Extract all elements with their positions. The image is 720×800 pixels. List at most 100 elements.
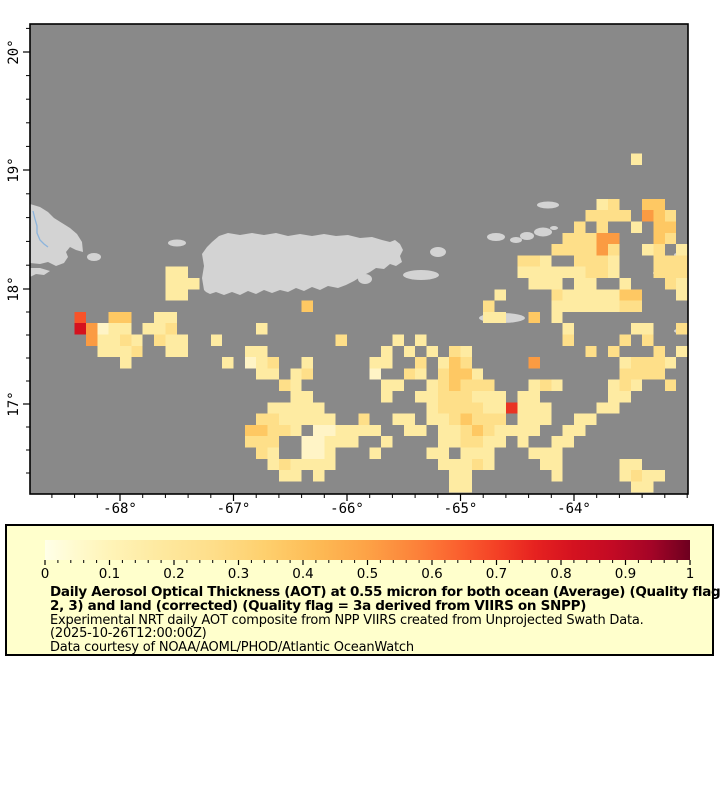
colorbar-tick-label: 0.3	[228, 566, 249, 582]
aot-cell	[551, 447, 563, 459]
aot-cell	[278, 379, 291, 391]
aot-cell	[562, 266, 574, 278]
aot-cell	[256, 447, 268, 459]
aot-cell	[630, 323, 643, 335]
aot-cell	[312, 413, 325, 425]
aot-cell	[278, 402, 291, 414]
aot-cell	[551, 458, 563, 471]
colorbar-tick-label: 0.9	[615, 566, 636, 582]
aot-cell	[267, 413, 279, 425]
aot-cell	[335, 436, 347, 448]
aot-cell	[664, 379, 677, 391]
aot-cell	[426, 413, 438, 425]
aot-cell	[539, 266, 552, 278]
aot-cell	[256, 424, 268, 437]
lon-axis-label: -66°	[330, 501, 364, 517]
aot-cell	[517, 424, 529, 437]
aot-cell	[437, 357, 450, 369]
aot-cell	[483, 424, 495, 437]
aot-cell	[596, 300, 609, 312]
aot-cell	[369, 357, 382, 369]
hispaniola-peninsula	[30, 268, 50, 277]
aot-cell	[97, 334, 109, 346]
aot-cell	[426, 391, 438, 403]
aot-cell	[165, 345, 177, 358]
aot-cell	[562, 424, 574, 437]
colorbar-tick-label: 0.5	[357, 566, 378, 582]
aot-cell	[483, 436, 495, 448]
colorbar-tick-label: 1	[686, 566, 695, 582]
aot-cell	[483, 402, 495, 414]
aot-cell	[403, 413, 416, 425]
aot-cell	[449, 368, 461, 380]
aot-cell	[528, 266, 540, 278]
small-island	[537, 201, 559, 209]
aot-cell	[154, 311, 166, 324]
aot-cell	[585, 289, 597, 301]
aot-cell	[437, 402, 450, 414]
aot-cell	[97, 345, 109, 358]
aot-cell	[642, 210, 654, 222]
aot-cell	[392, 413, 404, 425]
aot-cell	[585, 413, 597, 425]
aot-cell	[608, 255, 620, 267]
aot-cell	[596, 210, 609, 222]
puerto-rico-island	[202, 233, 403, 295]
aot-cell	[630, 357, 643, 369]
aot-cell	[528, 402, 540, 414]
aot-cell	[483, 311, 495, 324]
lon-axis-label: -67°	[217, 501, 251, 517]
aot-cell	[165, 311, 177, 324]
aot-cell	[528, 447, 540, 459]
map-area	[30, 24, 688, 494]
aot-cell	[653, 232, 665, 245]
small-island	[168, 239, 186, 247]
aot-cell	[539, 447, 552, 459]
colorbar	[45, 540, 690, 560]
aot-cell	[369, 424, 382, 437]
small-island	[510, 237, 522, 243]
aot-cell	[630, 379, 643, 391]
aot-cell	[471, 368, 484, 380]
aot-cell	[596, 289, 609, 301]
aot-cell	[449, 458, 461, 471]
aot-cell	[267, 402, 279, 414]
aot-cell	[165, 266, 177, 278]
aot-cell	[574, 300, 586, 312]
aot-cell	[483, 379, 495, 391]
aot-cell	[437, 424, 450, 437]
aot-cell	[460, 436, 472, 448]
aot-cell	[290, 424, 302, 437]
aot-cell	[437, 447, 450, 459]
aot-cell	[630, 221, 643, 233]
aot-cell	[256, 368, 268, 380]
lon-axis-label: -68°	[103, 501, 137, 517]
aot-cell	[210, 334, 223, 346]
aot-cell	[335, 424, 347, 437]
river-line	[32, 210, 49, 248]
aot-cell	[619, 470, 631, 482]
lat-axis-label: 20°	[6, 39, 22, 64]
small-island	[430, 247, 446, 257]
aot-cell	[585, 300, 597, 312]
aot-cell	[630, 470, 643, 482]
aot-cell	[619, 357, 631, 369]
aot-cell	[222, 357, 234, 369]
aot-cell	[290, 413, 302, 425]
aot-cell	[551, 289, 563, 301]
aot-cell	[392, 379, 404, 391]
aot-cell	[278, 413, 291, 425]
aot-cell	[664, 266, 677, 278]
aot-cell	[664, 221, 677, 233]
aot-cell	[653, 255, 665, 267]
aot-cell	[608, 379, 620, 391]
aot-cell	[460, 357, 472, 369]
aot-cell	[653, 357, 665, 369]
aot-cell	[403, 345, 416, 358]
aot-cell	[653, 266, 665, 278]
aot-cell	[244, 436, 257, 448]
aot-cell	[539, 379, 552, 391]
aot-cell	[267, 458, 279, 471]
aot-cell	[335, 334, 347, 346]
